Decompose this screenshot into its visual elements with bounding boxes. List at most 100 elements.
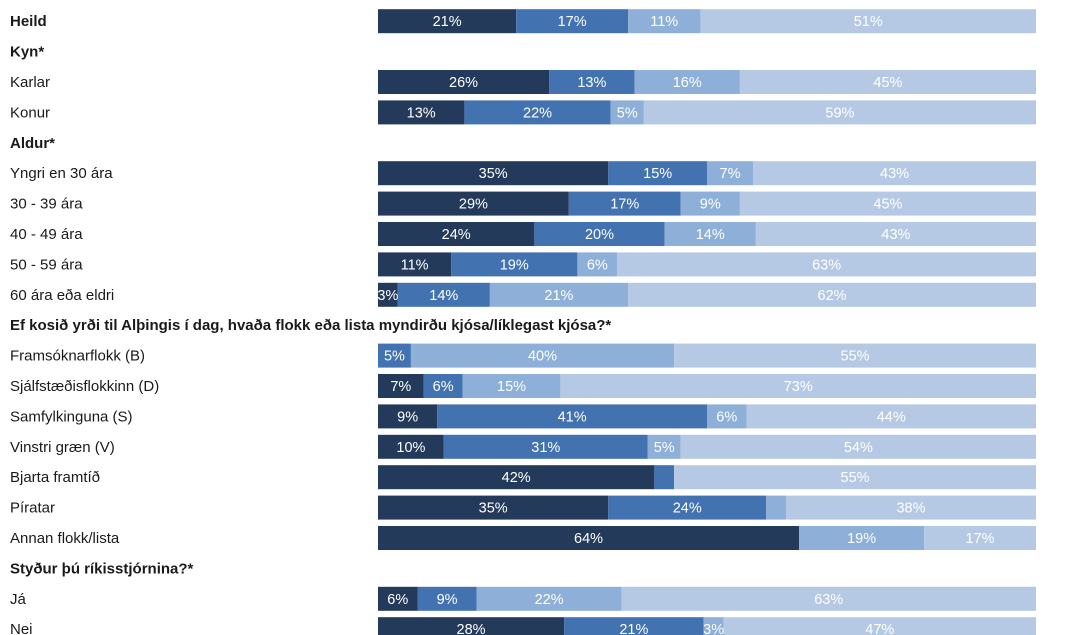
bar-segment (680, 191, 740, 216)
bar-segment (378, 495, 609, 520)
data-label: 3% (377, 288, 398, 304)
data-label: 10% (396, 440, 425, 456)
bar-segment (608, 495, 767, 520)
bar-segment (723, 617, 1036, 635)
bar-segment (674, 465, 1036, 490)
data-label: 43% (880, 166, 909, 182)
bar-segment (577, 252, 618, 277)
bar-segment (378, 586, 418, 611)
data-label: 5% (617, 105, 638, 121)
bar-segment (378, 70, 550, 94)
row-labels: Heild Kyn* Karlar Konur Aldur* Yngri en 30 ár… (10, 13, 611, 635)
row-label: Sjálfstæðisflokkinn (D) (10, 378, 159, 395)
row-label: 40 - 49 ára (10, 226, 83, 243)
data-label: 41% (558, 409, 587, 425)
data-label: 55% (841, 349, 870, 365)
bar-segment (378, 161, 609, 186)
data-label: 15% (643, 166, 672, 182)
row-label: Yngri en 30 ára (10, 165, 113, 182)
bar-segment (549, 70, 635, 94)
data-label: 5% (654, 440, 675, 456)
data-label: 13% (577, 75, 606, 91)
data-label: 54% (844, 440, 873, 456)
data-label: 38% (896, 501, 925, 517)
data-label: 21% (544, 288, 573, 304)
data-label: 11% (650, 14, 678, 30)
row-label: 60 ára eða eldri (10, 287, 114, 304)
bar-segment (634, 70, 740, 94)
data-label: 24% (442, 227, 471, 243)
bar-segment (739, 70, 1036, 94)
row-label: Konur (10, 104, 50, 121)
bar-segment (621, 586, 1036, 611)
data-label: 35% (479, 501, 508, 517)
data-label: 24% (673, 501, 702, 517)
data-label: 6% (433, 379, 454, 395)
bar-segment (378, 465, 655, 490)
data-label: 26% (449, 75, 478, 91)
data-label: 11% (401, 257, 429, 273)
bar-segment (534, 222, 665, 246)
bar-segment (378, 222, 535, 246)
bar-segment (610, 100, 644, 125)
data-label: 17% (558, 14, 587, 30)
data-label: 63% (812, 257, 841, 273)
bar-segment (378, 374, 424, 398)
group-header: Kyn* (10, 44, 44, 61)
bar-segment (647, 434, 681, 459)
data-label: 7% (720, 166, 741, 182)
bar-segment (700, 9, 1036, 34)
data-label: 13% (407, 105, 436, 121)
data-label: 5% (384, 349, 405, 365)
bar-segment (489, 282, 629, 307)
bar-segment (628, 282, 1036, 307)
bar-segment (378, 282, 398, 307)
data-label: 55% (841, 470, 870, 486)
data-label: 19% (847, 531, 876, 547)
group-header: Ef kosið yrði til Alþingis í dag, hvaða … (10, 317, 611, 334)
group-header: Aldur* (10, 135, 55, 152)
bar-segment (378, 404, 438, 429)
row-label: Bjarta framtíð (10, 469, 100, 486)
data-label: 22% (535, 592, 564, 608)
bar-segment (643, 100, 1036, 125)
bar-segment (516, 9, 629, 34)
data-label: 44% (877, 409, 906, 425)
bar-segment (378, 252, 452, 277)
bar-segment (924, 526, 1036, 550)
bar-segment (755, 222, 1036, 246)
data-label: 6% (716, 409, 737, 425)
data-label: 9% (437, 592, 458, 608)
data-label: 63% (814, 592, 843, 608)
bar-segment (464, 100, 611, 125)
bar-segment (417, 586, 477, 611)
bar-segment (753, 161, 1036, 186)
data-label: 20% (585, 227, 614, 243)
row-label: Karlar (10, 74, 50, 91)
bar-segment (564, 617, 704, 635)
data-label: 9% (397, 409, 418, 425)
row-label: Samfylkinguna (S) (10, 408, 133, 425)
bar-segment (746, 404, 1036, 429)
bar-segment (703, 617, 724, 635)
group-header: Heild (10, 13, 47, 30)
bar-segment (654, 465, 675, 490)
bar-segment (378, 526, 800, 550)
data-label: 6% (587, 257, 608, 273)
bar-segment (707, 404, 747, 429)
data-label: 17% (610, 197, 639, 213)
bar-segment (451, 252, 578, 277)
data-label: 22% (523, 105, 552, 121)
data-label: 21% (433, 14, 462, 30)
bar-segment (680, 434, 1036, 459)
data-label: 43% (881, 227, 910, 243)
row-label: 50 - 59 ára (10, 256, 83, 273)
bar-segment (423, 374, 463, 398)
row-label: Vinstri græn (V) (10, 439, 115, 456)
data-label: 7% (390, 379, 411, 395)
data-label: 17% (966, 531, 995, 547)
bar-segment (739, 191, 1036, 216)
bar-segment (397, 282, 490, 307)
bar-segment (617, 252, 1036, 277)
bar-segment (664, 222, 756, 246)
